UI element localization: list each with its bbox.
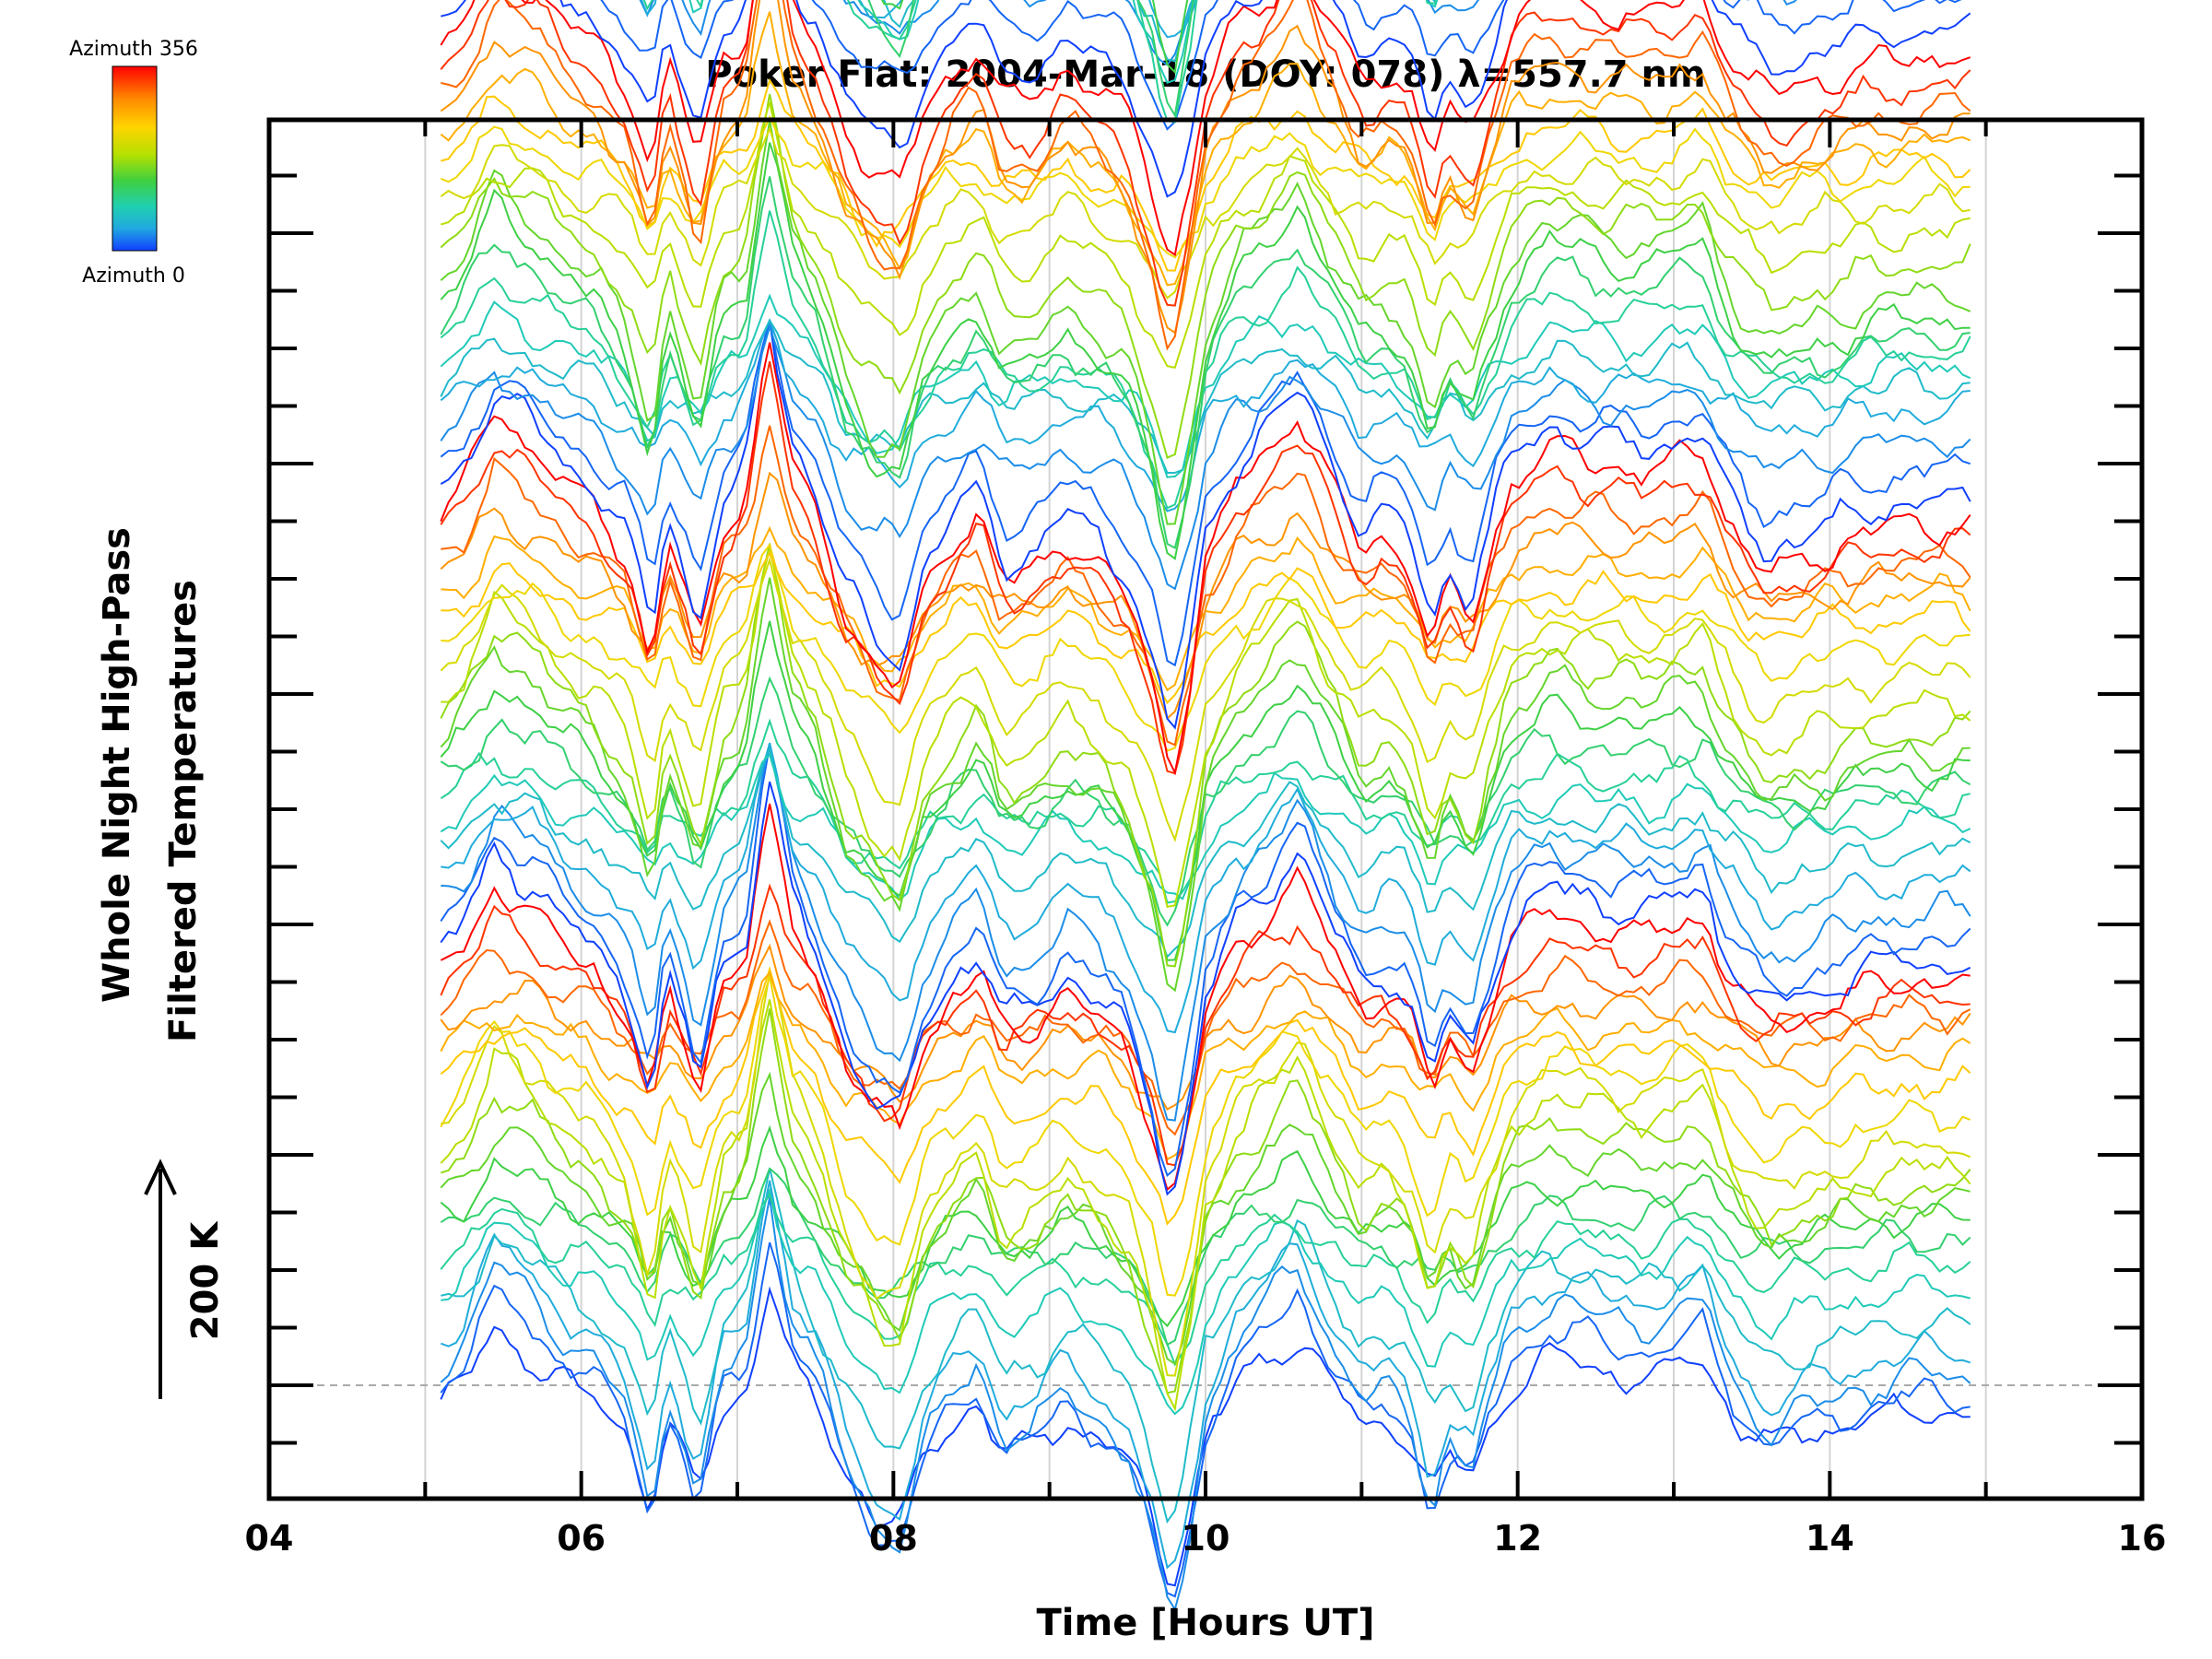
- colorbar-top-label: Azimuth 356: [69, 38, 198, 61]
- temperature-trace: [440, 318, 1971, 475]
- temperature-trace: [440, 0, 1971, 257]
- temperature-trace: [441, 550, 1971, 705]
- temperature-trace: [440, 745, 1971, 1178]
- temperature-trace: [440, 1180, 1971, 1570]
- scale-arrow-head: [144, 1159, 177, 1195]
- colorbar-bottom-label: Azimuth 0: [82, 265, 185, 288]
- temperature-trace: [440, 556, 1971, 842]
- temperature-trace: [440, 360, 1971, 775]
- temperature-trace: [440, 142, 1971, 560]
- temperature-trace: [440, 747, 1971, 959]
- temperature-trace: [441, 742, 1971, 1034]
- temperature-trace: [639, 0, 1797, 66]
- temperature-trace: [440, 1124, 1971, 1328]
- temperature-trace: [440, 93, 1971, 459]
- temperature-trace: [440, 1197, 1971, 1612]
- temperature-trace: [440, 1241, 1971, 1598]
- vertical-gridlines: [424, 120, 1987, 1499]
- temperature-trace: [440, 1193, 1971, 1367]
- scale-bar-label: 200 K: [184, 1220, 227, 1340]
- temperature-trace: [440, 120, 1971, 525]
- temperature-trace: [440, 318, 1971, 512]
- chart-title: Poker Flat: 2004-Mar-18 (DOY: 078) λ=557…: [705, 53, 1705, 96]
- temperature-trace: [440, 471, 1971, 721]
- temperature-trace: [441, 972, 1971, 1377]
- temperature-trace: [440, 125, 1971, 300]
- temperature-trace: [440, 999, 1971, 1412]
- x-tick-label: 08: [869, 1518, 918, 1559]
- x-tick-label: 16: [2118, 1518, 2167, 1559]
- temperature-trace: [440, 1167, 1971, 1347]
- x-tick-label: 10: [1182, 1518, 1230, 1559]
- temperature-trace: [440, 919, 1971, 1136]
- axis-ticks: [267, 120, 2144, 1499]
- temperature-trace: [440, 0, 1971, 335]
- y-axis-label-line2: Filtered Temperatures: [162, 580, 205, 1042]
- temperature-trace: [440, 971, 1971, 1161]
- temperature-trace: [440, 1071, 1971, 1366]
- temperature-trace: [440, 293, 1971, 478]
- temperature-trace: [441, 0, 1971, 198]
- scale-bar: 200 K: [144, 1159, 227, 1399]
- colorbar-gradient: [112, 65, 158, 252]
- temperature-trace: [440, 114, 1971, 259]
- x-tick-label: 06: [557, 1518, 606, 1559]
- temperature-trace: [440, 320, 1971, 730]
- temperature-trace: [441, 542, 1971, 752]
- temperature-trace: [441, 1168, 1971, 1524]
- temperature-trace: [440, 976, 1971, 1297]
- x-tick-label: 12: [1493, 1518, 1542, 1559]
- temperature-trace: [440, 781, 1971, 1196]
- temperature-trace: [441, 101, 1971, 370]
- temperature-trace: [440, 966, 1971, 1226]
- temperature-trace: [441, 1008, 1971, 1394]
- temperature-trace: [440, 577, 1971, 993]
- temperature-trace: [440, 803, 1971, 1192]
- temperature-trace: [599, 0, 1962, 131]
- temperature-trace: [440, 324, 1971, 591]
- temperature-trace: [440, 1286, 1971, 1587]
- temperature-trace: [440, 11, 1971, 287]
- y-axis-label-line1: Whole Night High-Pass: [96, 527, 138, 1003]
- temperature-trace: [441, 425, 1971, 747]
- temperature-trace: [441, 547, 1971, 908]
- temperature-trace: [441, 1186, 1971, 1416]
- temperature-trace: [441, 77, 1971, 272]
- temperature-trace: [440, 883, 1971, 1167]
- x-tick-label: 14: [1806, 1518, 1854, 1559]
- temperature-trace: [688, 0, 1439, 84]
- x-tick-labels: 04 06 08 10 12 14 16: [245, 1518, 2167, 1559]
- x-axis-label: Time [Hours UT]: [1037, 1602, 1375, 1644]
- trace-stack: [440, 0, 1971, 1612]
- colorbar: Azimuth 356 Azimuth 0: [69, 38, 198, 288]
- temperature-trace: [441, 742, 1971, 1122]
- temperature-trace: [440, 176, 1971, 549]
- x-tick-label: 04: [245, 1518, 294, 1559]
